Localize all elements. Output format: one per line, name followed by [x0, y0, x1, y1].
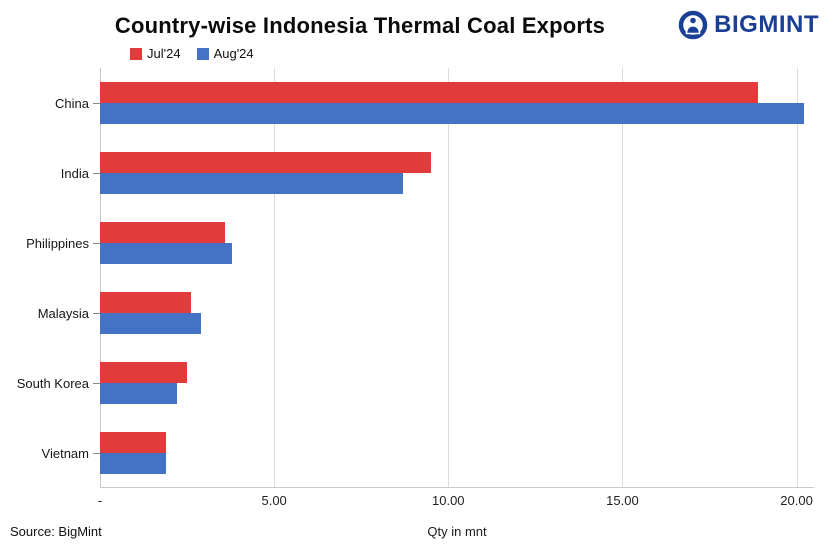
- bar-aug-24-south-korea: [100, 383, 177, 404]
- bar-aug-24-vietnam: [100, 453, 167, 474]
- category-label-india: India: [60, 165, 89, 181]
- category-bars-malaysia: [93, 278, 814, 348]
- legend-swatch-jul24: [130, 47, 142, 60]
- category-row-malaysia: Malaysia: [0, 278, 814, 348]
- brand-logo: BIGMINT: [678, 10, 819, 40]
- legend-label-aug24: Aug'24: [213, 46, 254, 61]
- category-label-vietnam: Vietnam: [41, 445, 89, 461]
- bar-aug-24-malaysia: [100, 313, 201, 334]
- bar-jul-24-malaysia: [100, 292, 191, 313]
- category-label-china: China: [55, 95, 89, 111]
- legend-item-aug24: Aug'24: [196, 46, 254, 61]
- gridline-20: [796, 68, 798, 488]
- x-axis-title: Qty in mnt: [427, 524, 487, 539]
- x-tick-label-0: -: [97, 493, 103, 508]
- category-bars-south-korea: [93, 348, 814, 418]
- y-axis-tick: [93, 383, 100, 384]
- source-note: Source: BigMint: [10, 524, 102, 539]
- y-axis-tick: [93, 173, 100, 174]
- bar-jul-24-vietnam: [100, 432, 167, 453]
- chart-legend: Jul'24 Aug'24: [130, 46, 254, 61]
- x-tick-label-15: 15.00: [606, 493, 639, 508]
- y-axis-line: [100, 68, 101, 488]
- bar-aug-24-philippines: [100, 243, 233, 264]
- legend-swatch-aug24: [196, 47, 209, 60]
- x-axis-ticks: - 5.00 10.00 15.00 20.00: [97, 488, 814, 508]
- category-bars-india: [93, 138, 814, 208]
- gridline-15: [622, 68, 624, 488]
- x-tick-label-5: 5.00: [261, 493, 287, 508]
- category-row-india: India: [0, 138, 814, 208]
- y-axis-tick: [93, 243, 100, 244]
- bigmint-logo-icon: [678, 10, 708, 40]
- plot-rows: China India Philippines Malaysia South Korea…: [0, 68, 814, 488]
- category-row-south-korea: South Korea: [0, 348, 814, 418]
- bar-aug-24-india: [100, 173, 403, 194]
- page-title: Country-wise Indonesia Thermal Coal Expo…: [114, 13, 606, 38]
- category-label-malaysia: Malaysia: [37, 305, 89, 321]
- category-bars-china: [93, 68, 814, 138]
- category-label-philippines: Philippines: [26, 235, 89, 251]
- legend-item-jul24: Jul'24: [130, 46, 181, 61]
- bar-aug-24-china: [100, 103, 804, 124]
- bar-jul-24-india: [100, 152, 431, 173]
- gridline-10: [448, 68, 450, 488]
- category-row-china: China: [0, 68, 814, 138]
- category-bars-vietnam: [93, 418, 814, 488]
- bar-jul-24-south-korea: [100, 362, 188, 383]
- gridline-5: [274, 68, 276, 488]
- category-label-south-korea: South Korea: [16, 375, 89, 391]
- x-tick-label-10: 10.00: [432, 493, 465, 508]
- legend-label-jul24: Jul'24: [147, 46, 181, 61]
- y-axis-tick: [93, 313, 100, 314]
- category-row-vietnam: Vietnam: [0, 418, 814, 488]
- brand-name: BIGMINT: [714, 11, 819, 38]
- category-bars-philippines: [93, 208, 814, 278]
- y-axis-tick: [93, 103, 100, 104]
- category-row-philippines: Philippines: [0, 208, 814, 278]
- bar-jul-24-china: [100, 82, 759, 103]
- bar-jul-24-philippines: [100, 222, 226, 243]
- bar-chart: China India Philippines Malaysia South Korea…: [0, 68, 814, 539]
- x-axis-line: [100, 487, 814, 488]
- gridlines: [100, 68, 814, 488]
- x-tick-label-20: 20.00: [780, 493, 813, 508]
- y-axis-tick: [93, 453, 100, 454]
